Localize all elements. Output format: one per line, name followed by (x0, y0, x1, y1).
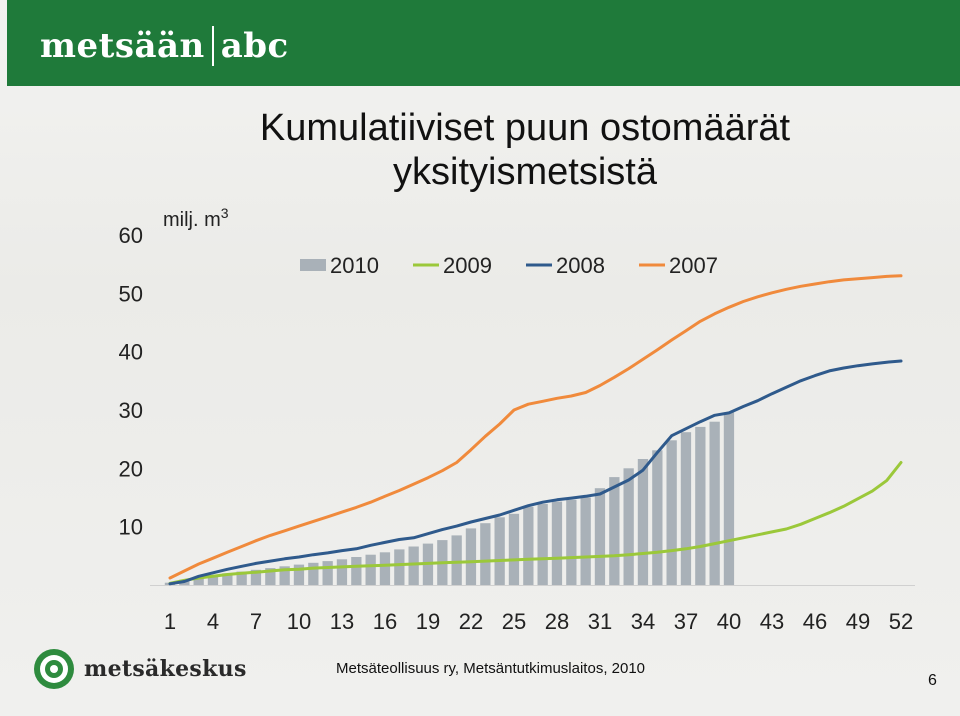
metsaan-abc-logo: metsään abc (40, 24, 289, 68)
bar-2010 (594, 488, 606, 585)
x-tick-label: 25 (502, 609, 526, 634)
legend-label-2010: 2010 (330, 253, 379, 278)
x-tick-label: 10 (287, 609, 311, 634)
y-tick-label: 40 (119, 340, 143, 365)
x-tick-label: 43 (760, 609, 784, 634)
bar-2010 (336, 559, 348, 585)
header-banner: metsään abc (7, 0, 960, 86)
page-number: 6 (928, 672, 937, 689)
bar-2010 (351, 557, 362, 585)
bar-2010 (709, 421, 720, 585)
x-tick-label: 28 (545, 609, 569, 634)
title-line-2: yksityismetsistä (393, 151, 657, 193)
bar-2010 (250, 569, 262, 585)
legend-label-2008: 2008 (556, 253, 605, 278)
logo-right-text: abc (220, 26, 289, 66)
bar-2010 (680, 432, 692, 585)
x-tick-label: 4 (207, 609, 219, 634)
logo-separator (211, 26, 214, 66)
bar-2010 (365, 554, 376, 585)
bar-2010 (695, 426, 706, 585)
bar-2010 (580, 497, 591, 585)
bar-2010 (279, 566, 290, 585)
bar-2010 (652, 450, 663, 586)
bars-2010 (164, 412, 735, 586)
x-axis-ticks: 1 4 7 10 13 16 19 22 25 28 31 34 37 40 43 46 49 52 (164, 609, 913, 634)
legend-label-2009: 2009 (443, 253, 492, 278)
source-citation: Metsäteollisuus ry, Metsäntutkimuslaitos… (336, 660, 646, 677)
x-tick-label: 1 (164, 609, 176, 634)
y-tick-label: 60 (119, 223, 143, 248)
bar-2010 (394, 549, 405, 585)
bar-2010 (207, 575, 219, 585)
bar-2010 (551, 501, 563, 585)
y-tick-label: 30 (119, 398, 143, 423)
bar-2010 (480, 523, 491, 585)
bar-2010 (379, 552, 391, 585)
x-tick-label: 31 (588, 609, 612, 634)
bar-2010 (523, 506, 534, 585)
chart-legend: 2010 2009 2008 2007 (300, 253, 718, 278)
bar-2010 (293, 564, 305, 585)
bar-2010 (637, 459, 649, 585)
title-line-1: Kumulatiiviset puun ostomäärät (259, 107, 791, 149)
x-tick-label: 37 (674, 609, 698, 634)
bar-2010 (408, 546, 419, 585)
bar-2010 (265, 568, 276, 585)
bar-2010 (508, 513, 520, 585)
x-tick-label: 49 (846, 609, 870, 634)
bar-2010 (666, 440, 677, 585)
y-tick-label: 50 (119, 281, 143, 306)
bar-2010 (494, 517, 505, 585)
bar-2010 (566, 499, 577, 585)
bar-2010 (451, 535, 462, 585)
bar-2010 (537, 503, 548, 585)
bar-2010 (623, 468, 634, 585)
x-tick-label: 13 (330, 609, 354, 634)
bar-2010 (193, 577, 204, 585)
metsakeskus-emblem-icon (34, 649, 74, 689)
y-axis-ticks: 10 20 30 40 50 60 (119, 223, 143, 540)
x-tick-label: 46 (803, 609, 827, 634)
series-lines (168, 274, 903, 586)
page-title: Kumulatiiviset puun ostomäärät yksityism… (200, 106, 850, 194)
x-tick-label: 34 (631, 609, 655, 634)
x-tick-label: 40 (717, 609, 741, 634)
x-tick-label: 22 (459, 609, 483, 634)
bar-2010 (723, 412, 735, 585)
metsakeskus-logo-text: metsäkeskus (84, 656, 247, 682)
legend-swatch-2010 (300, 259, 326, 271)
x-tick-label: 7 (250, 609, 262, 634)
line-2007 (168, 274, 903, 580)
legend-label-2007: 2007 (669, 253, 718, 278)
bar-2010 (236, 571, 247, 585)
y-axis-unit-label: milj. m3 (163, 205, 229, 231)
bar-2010 (308, 562, 319, 585)
bar-2010 (222, 573, 233, 585)
y-tick-label: 10 (119, 515, 143, 540)
x-tick-label: 16 (373, 609, 397, 634)
line-2009 (168, 461, 903, 585)
x-tick-label: 19 (416, 609, 440, 634)
bar-2010 (322, 561, 333, 585)
line-2008 (168, 359, 903, 586)
metsakeskus-logo: metsäkeskus (32, 646, 247, 692)
bar-2010 (609, 477, 620, 585)
logo-left-text: metsään (40, 26, 205, 66)
x-tick-label: 52 (889, 609, 913, 634)
bar-2010 (465, 528, 477, 585)
y-tick-label: 20 (119, 456, 143, 481)
